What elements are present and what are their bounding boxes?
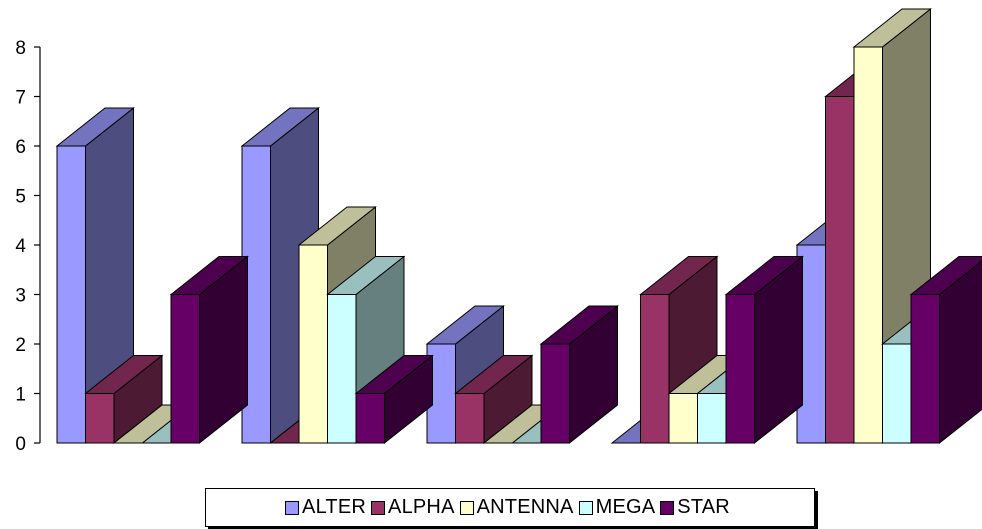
legend-item-alter: ALTER (285, 496, 366, 519)
bar-star-group-3 (539, 304, 619, 445)
bar-alpha-group-1 (84, 354, 164, 445)
bar-star-group-1 (169, 255, 249, 445)
bar-star-group-2 (354, 354, 434, 445)
legend-swatch (660, 500, 675, 515)
y-tick-label: 7 (15, 88, 26, 109)
y-tick-label: 1 (15, 385, 26, 406)
y-tick-label: 6 (15, 137, 26, 158)
legend-swatch (459, 500, 474, 515)
legend-item-mega: MEGA (578, 496, 656, 519)
y-tick-label: 4 (15, 236, 26, 257)
bar-alter-group-1 (55, 106, 135, 445)
legend-swatch (371, 500, 386, 515)
legend-item-alpha: ALPHA (371, 496, 455, 519)
y-tick-label: 8 (15, 38, 26, 59)
legend-swatch (285, 500, 300, 515)
legend-label: STAR (677, 496, 730, 518)
bar-chart: 0 1 2 3 4 5 6 7 8 (15, 7, 982, 455)
y-tick-label: 5 (15, 187, 26, 208)
legend-label: MEGA (595, 496, 656, 518)
y-tick-label: 3 (15, 286, 26, 307)
bar-star-group-4 (724, 255, 804, 445)
bar-alpha-group-3 (454, 354, 534, 445)
legend-swatch (578, 500, 593, 515)
y-tick-label: 0 (15, 434, 26, 455)
legend-label: ALPHA (388, 496, 455, 518)
legend: ALTER ALPHA ANTENNA MEGA STAR (205, 488, 815, 527)
legend-item-antenna: ANTENNA (459, 496, 574, 519)
legend-label: ALTER (302, 496, 367, 518)
y-axis: 0 1 2 3 4 5 6 7 8 (15, 38, 41, 455)
bar-star-group-5 (909, 256, 982, 445)
y-tick-label: 2 (15, 335, 26, 356)
bars-layer (55, 7, 982, 445)
legend-label: ANTENNA (476, 496, 574, 518)
legend-item-star: STAR (660, 496, 730, 519)
